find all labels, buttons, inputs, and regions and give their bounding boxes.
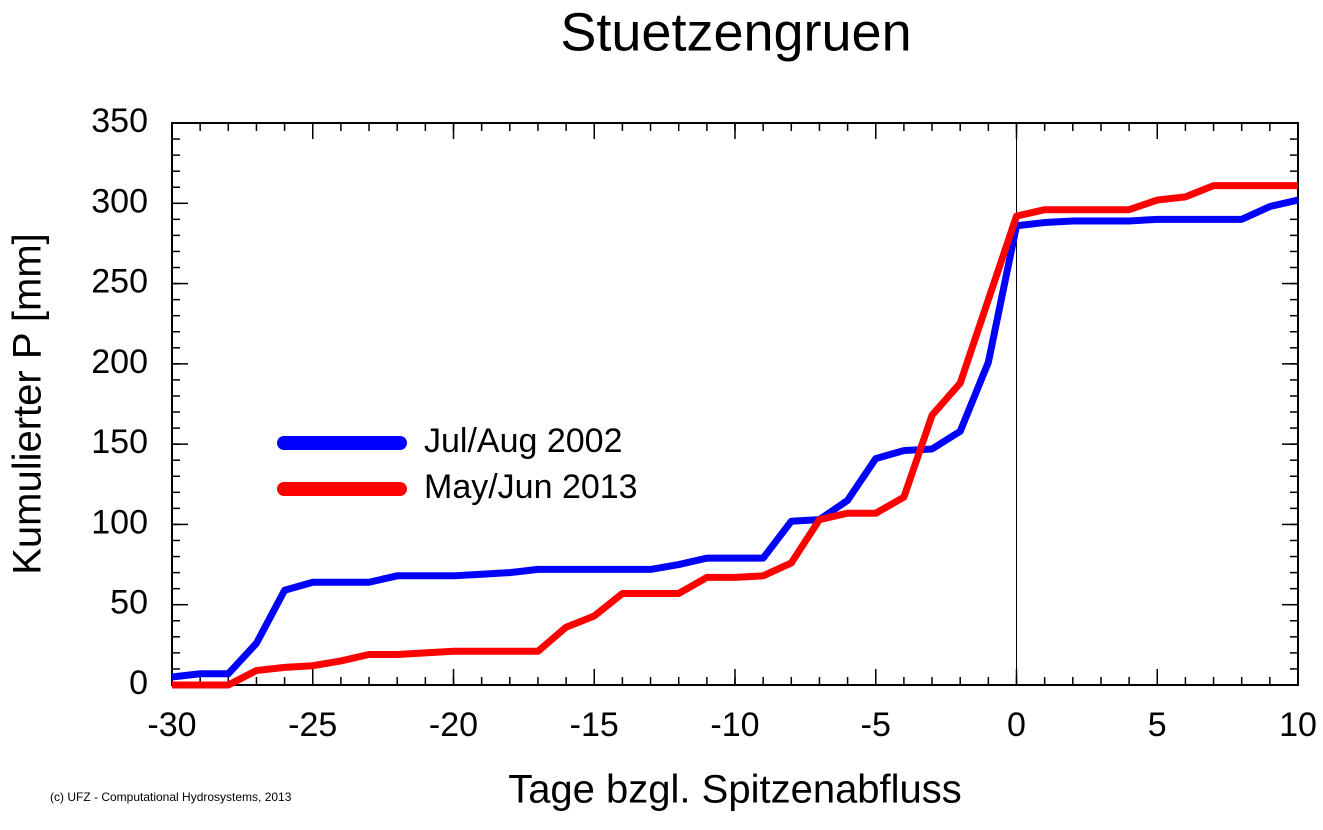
y-axis-label: Kumulierter P [mm] [6, 233, 50, 575]
y-tick-label: 350 [91, 102, 148, 140]
y-tick-label: 250 [91, 263, 148, 301]
legend-label: Jul/Aug 2002 [424, 422, 623, 460]
x-tick-label: 0 [1007, 706, 1026, 744]
y-tick-label: 100 [91, 503, 148, 541]
y-tick-label: 300 [91, 182, 148, 220]
x-tick-label: -25 [288, 706, 337, 744]
x-tick-label: 10 [1279, 706, 1317, 744]
x-tick-label: 5 [1148, 706, 1167, 744]
y-tick-label: 150 [91, 423, 148, 461]
y-tick-label: 50 [110, 584, 148, 622]
x-tick-label: -15 [570, 706, 619, 744]
data-line [172, 182, 1298, 689]
x-axis-label: Tage bzgl. Spitzenabfluss [508, 768, 962, 812]
x-tick-label: -20 [429, 706, 478, 744]
chart-title: Stuetzengruen [560, 2, 911, 62]
plot-frame [171, 122, 1299, 686]
footer: (c) UFZ - Computational Hydrosystems, 20… [50, 790, 292, 804]
data-line [171, 196, 1299, 681]
x-tick-label: -30 [147, 706, 196, 744]
x-tick-label: -10 [710, 706, 759, 744]
legend-label: May/Jun 2013 [424, 468, 638, 506]
y-tick-label: 0 [129, 664, 148, 702]
y-tick-label: 200 [91, 343, 148, 381]
x-tick-label: -5 [861, 706, 891, 744]
